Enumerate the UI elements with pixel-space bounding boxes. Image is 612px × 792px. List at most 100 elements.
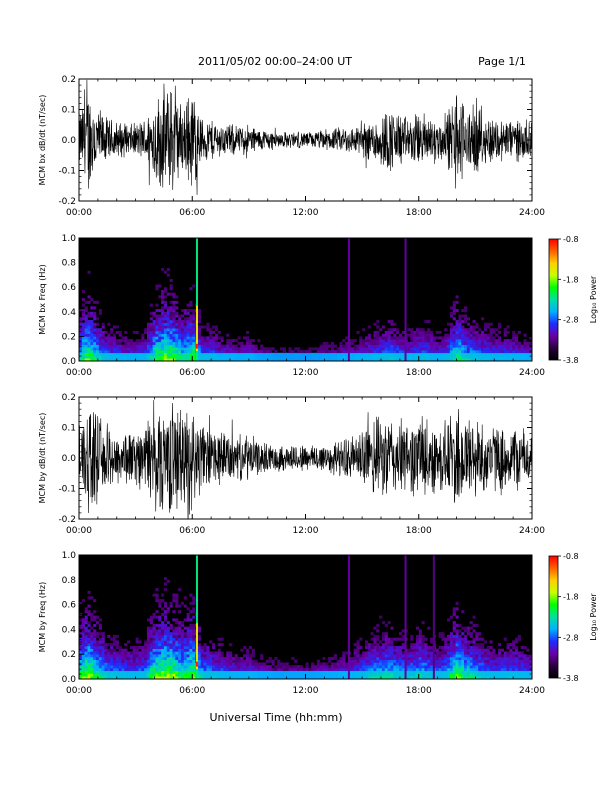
- spectrogram-cell: [90, 654, 94, 658]
- spectrogram-cell: [101, 344, 105, 348]
- spectrogram-cell: [376, 330, 380, 334]
- spectrogram-cell: [95, 347, 100, 351]
- spectrogram-cell: [500, 670, 504, 674]
- spectrogram-cell: [163, 643, 168, 647]
- spectrogram-cell: [141, 676, 145, 680]
- spectrogram-cell: [376, 333, 380, 337]
- spectrogram-cell: [328, 656, 332, 661]
- spectrogram-cell: [469, 667, 473, 672]
- spectrogram-cell: [110, 654, 114, 658]
- spectrogram-cell: [387, 320, 391, 324]
- spectrogram-cell: [129, 352, 134, 356]
- spectrogram-cell: [166, 648, 170, 652]
- spectrogram-cell: [475, 341, 479, 345]
- spectrogram-cell: [319, 358, 323, 362]
- y-tick-label: 0.4: [62, 308, 77, 318]
- spectrogram-cell: [498, 670, 502, 674]
- spectrogram-cell: [149, 325, 153, 329]
- spectrogram-cell: [328, 344, 332, 348]
- spectrogram-cell: [500, 341, 504, 345]
- spectrogram-cell: [427, 656, 431, 661]
- spectrogram-cell: [149, 341, 153, 345]
- spectrogram-cell: [387, 662, 391, 666]
- spectrogram-cell: [509, 670, 513, 674]
- spectrogram-cell: [444, 662, 448, 666]
- spectrogram-cell: [158, 347, 162, 351]
- spectrogram-cell: [183, 309, 187, 313]
- spectrogram-cell: [444, 347, 448, 351]
- spectrogram-cell: [449, 339, 454, 343]
- spectrogram-cell: [240, 673, 244, 677]
- spectrogram-cell: [464, 645, 468, 649]
- spectrogram-cell: [206, 336, 210, 340]
- spectrogram-cell: [158, 615, 162, 619]
- spectrogram-cell: [149, 303, 153, 307]
- spectrogram-cell: [472, 640, 476, 644]
- spectrogram-cell: [132, 344, 136, 348]
- spectrogram-cell: [226, 665, 230, 669]
- spectrogram-cell: [435, 651, 439, 655]
- spectrogram-cell: [438, 662, 442, 666]
- spectrogram-cell: [345, 350, 349, 354]
- spectrogram-cell: [172, 314, 176, 318]
- spectrogram-cell: [254, 667, 258, 672]
- spectrogram-cell: [461, 320, 465, 324]
- spectrogram-cell: [257, 667, 261, 672]
- spectrogram-cell: [95, 640, 100, 644]
- spectrogram-cell: [297, 667, 301, 672]
- spectrogram-cell: [251, 673, 255, 677]
- spectrogram-cell: [464, 330, 468, 334]
- spectrogram-cell: [424, 651, 428, 655]
- spectrogram-cell: [478, 659, 482, 663]
- spectrogram-cell: [489, 344, 493, 348]
- spectrogram-cell: [413, 352, 417, 356]
- spectrogram-cell: [84, 615, 88, 619]
- spectrogram-cell: [458, 325, 462, 329]
- spectrogram-cell: [461, 336, 465, 340]
- spectrogram-cell: [398, 670, 403, 674]
- spectrogram-cell: [336, 667, 340, 672]
- spectrogram-cell: [478, 328, 482, 332]
- spectrogram-cell: [186, 654, 190, 658]
- spectrogram-cell: [481, 648, 485, 652]
- spectrogram-cell: [464, 637, 468, 641]
- spectrogram-cell: [492, 659, 496, 663]
- spectrogram-cell: [186, 618, 190, 622]
- spectrogram-cell: [512, 667, 516, 672]
- spectrogram-cell: [367, 643, 371, 647]
- spectrogram-cell: [373, 352, 377, 356]
- spectrogram-cell: [90, 298, 94, 302]
- spectrogram-cell: [155, 623, 159, 627]
- spectrogram-cell: [379, 339, 383, 343]
- spectrogram-cell: [189, 632, 193, 636]
- spectrogram-cell: [166, 358, 170, 362]
- spectrogram-cell: [129, 659, 134, 663]
- spectrogram-cell: [110, 645, 114, 649]
- spectrogram-cell: [112, 637, 117, 641]
- spectrogram-cell: [180, 333, 185, 337]
- spectrogram-cell: [144, 673, 148, 677]
- spectrogram-cell: [362, 352, 366, 356]
- spectrogram-cell: [226, 667, 230, 672]
- spectrogram-cell: [342, 656, 346, 661]
- spectrogram-cell: [415, 640, 420, 644]
- spectrogram-cell: [495, 350, 499, 354]
- spectrogram-cell: [263, 355, 267, 359]
- spectrogram-cell: [240, 344, 244, 348]
- spectrogram-cell: [155, 330, 159, 334]
- spectrogram-cell: [146, 643, 151, 647]
- spectrogram-cell: [444, 333, 448, 337]
- spectrogram-cell: [101, 676, 105, 680]
- spectrogram-cell: [302, 676, 306, 680]
- spectrogram-cell: [393, 322, 397, 326]
- spectrogram-cell: [169, 623, 173, 627]
- spectrogram-cell: [268, 350, 272, 354]
- spectrogram-cell: [84, 344, 88, 348]
- spectrogram-cell: [370, 339, 374, 343]
- spectrogram-cell: [500, 352, 504, 356]
- spectrogram-cell: [209, 330, 213, 334]
- spectrogram-cell: [135, 676, 139, 680]
- spectrogram-cell: [376, 344, 380, 348]
- spectrogram-cell: [364, 341, 369, 345]
- spectrogram-cell: [158, 284, 162, 288]
